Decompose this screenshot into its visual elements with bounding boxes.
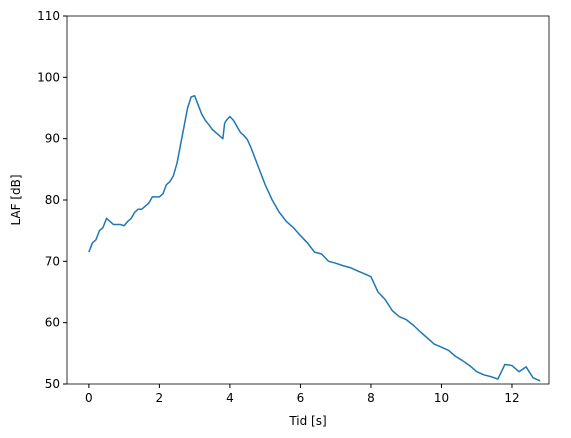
x-tick-label: 10 bbox=[434, 391, 449, 405]
y-axis-label: LAF [dB] bbox=[9, 174, 23, 225]
x-tick-label: 2 bbox=[156, 391, 164, 405]
y-tick-label: 110 bbox=[37, 9, 60, 23]
y-tick-label: 60 bbox=[45, 316, 60, 330]
x-tick-label: 0 bbox=[85, 391, 93, 405]
x-tick-label: 8 bbox=[367, 391, 375, 405]
x-tick-label: 6 bbox=[297, 391, 305, 405]
x-tick-label: 12 bbox=[504, 391, 519, 405]
x-axis-label: Tid [s] bbox=[288, 414, 326, 428]
y-tick-label: 80 bbox=[45, 193, 60, 207]
y-tick-label: 70 bbox=[45, 254, 60, 268]
plot-frame bbox=[66, 15, 550, 385]
y-tick-label: 50 bbox=[45, 377, 60, 391]
y-tick-label: 100 bbox=[37, 70, 60, 84]
x-tick-label: 4 bbox=[226, 391, 234, 405]
y-tick-label: 90 bbox=[45, 132, 60, 146]
data-line bbox=[88, 94, 541, 382]
